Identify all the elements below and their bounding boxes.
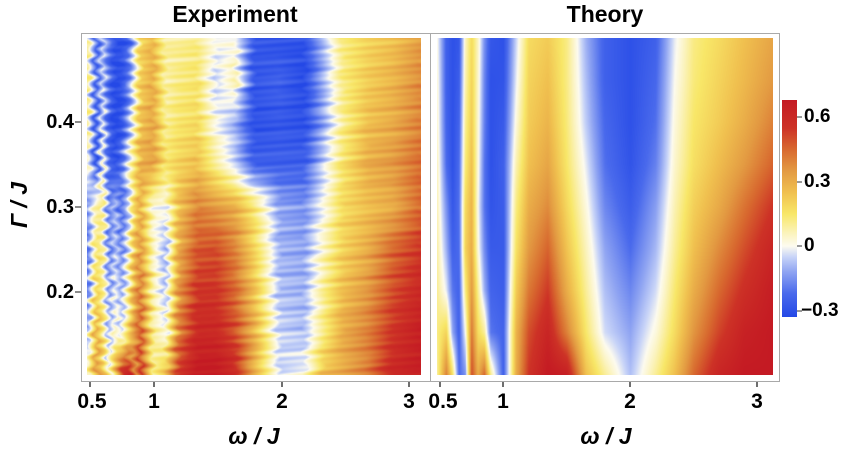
- x-tick-label: 2: [276, 390, 288, 413]
- colorbar-tick-label: 0: [804, 235, 815, 256]
- x-axis-label-experiment: ω / J: [228, 423, 280, 449]
- colorbar-tick-mark: [797, 310, 802, 312]
- x-tick-label: 1: [497, 390, 509, 413]
- x-tick-mark: [502, 382, 504, 387]
- x-tick-label: 1: [148, 390, 160, 413]
- panel-title-theory: Theory: [566, 1, 644, 27]
- x-tick-label: 0.5: [77, 390, 107, 413]
- colorbar: [782, 100, 797, 317]
- colorbar-tick-label: −0.3: [801, 300, 839, 321]
- panel-title-experiment: Experiment: [172, 1, 298, 27]
- x-tick-mark: [408, 382, 410, 387]
- x-tick-mark: [629, 382, 631, 387]
- y-tick-label: 0.4: [46, 111, 74, 133]
- experiment-heatmap: [87, 38, 421, 375]
- x-axis-label-theory: ω / J: [580, 423, 632, 449]
- colorbar-tick-mark: [797, 245, 802, 247]
- y-tick-mark: [75, 291, 81, 293]
- x-tick-mark: [89, 382, 91, 387]
- x-tick-mark: [756, 382, 758, 387]
- theory-heatmap: [437, 38, 773, 375]
- colorbar-tick-mark: [797, 116, 802, 118]
- y-tick-label: 0.3: [46, 196, 74, 218]
- colorbar-tick-label: 0.3: [804, 171, 831, 192]
- colorbar-tick-mark: [797, 181, 802, 183]
- y-tick-mark: [75, 121, 81, 123]
- x-tick-mark: [281, 382, 283, 387]
- y-tick-label: 0.2: [46, 281, 74, 303]
- x-tick-label: 0.5: [428, 390, 458, 413]
- x-tick-label: 3: [403, 390, 415, 413]
- x-tick-mark: [439, 382, 441, 387]
- x-tick-mark: [153, 382, 155, 387]
- x-tick-label: 2: [624, 390, 636, 413]
- colorbar-tick-label: 0.6: [804, 106, 831, 127]
- x-tick-label: 3: [751, 390, 763, 413]
- y-tick-mark: [75, 206, 81, 208]
